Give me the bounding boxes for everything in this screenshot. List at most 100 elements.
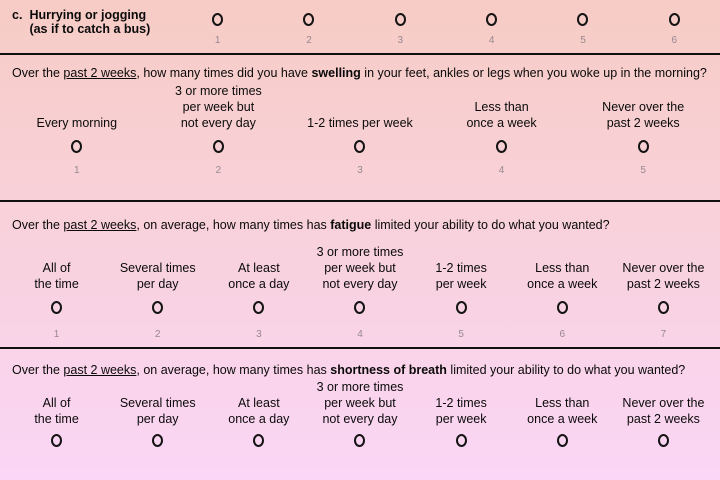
- question-text-pre: Over the: [12, 363, 64, 377]
- answer-option: Less than once a week 4: [431, 82, 573, 176]
- option-number: 5: [580, 35, 586, 46]
- answer-option: Never over the past 2 weeks 5: [572, 82, 714, 176]
- answer-scale-hurrying: 1 2 3 4 5 6: [172, 0, 720, 53]
- answer-circle[interactable]: [51, 434, 63, 447]
- answer-option: Never over the past 2 weeks 7: [613, 234, 714, 340]
- answer-circle[interactable]: [212, 140, 224, 153]
- option-number: 2: [215, 165, 222, 176]
- option-label: Never over the past 2 weeks: [622, 261, 705, 291]
- answer-circle[interactable]: [657, 301, 669, 314]
- answer-circle[interactable]: [637, 140, 649, 153]
- question-text-underlined: past 2 weeks: [63, 66, 137, 80]
- answer-option: 5: [537, 0, 628, 53]
- option-label: Every morning: [36, 116, 118, 130]
- answer-circle[interactable]: [354, 434, 366, 447]
- answer-circle[interactable]: [71, 140, 83, 153]
- answer-option: Several times per day 2: [107, 234, 208, 340]
- answer-option: At least once a day 3: [208, 234, 309, 340]
- answer-circle[interactable]: [556, 434, 568, 447]
- question-text-keyword: shortness of breath: [330, 363, 447, 377]
- question-text-mid: , on average, how many times has: [136, 218, 331, 232]
- answer-option: 2: [263, 0, 354, 53]
- option-number: 6: [671, 35, 678, 46]
- question-text-post: in your feet, ankles or legs when you wo…: [360, 66, 707, 80]
- question-text-keyword: fatigue: [330, 218, 372, 232]
- question-fatigue: Over the past 2 weeks, on average, how m…: [0, 202, 720, 349]
- item-c-text-line1: Hurrying or jogging: [29, 8, 147, 22]
- question-swelling: Over the past 2 weeks, how many times di…: [0, 55, 720, 202]
- answer-option: 3 or more times per week but not every day…: [148, 82, 290, 176]
- answer-circle[interactable]: [212, 13, 224, 26]
- answer-circle[interactable]: [496, 140, 508, 153]
- answer-circle[interactable]: [303, 13, 315, 26]
- answer-option: Never over the past 2 weeks: [613, 379, 714, 447]
- answer-circle[interactable]: [152, 434, 164, 447]
- answer-circle[interactable]: [394, 13, 406, 26]
- option-label: Several times per day: [119, 396, 196, 426]
- option-number: 3: [397, 35, 404, 46]
- question-text: Over the past 2 weeks, on average, how m…: [0, 202, 720, 234]
- option-label: 3 or more times per week but not every day: [316, 380, 404, 426]
- option-number: 5: [640, 165, 646, 176]
- option-label: 3 or more times per week but not every day: [316, 245, 404, 291]
- option-label: 1-2 times per week: [307, 116, 413, 130]
- question-text-pre: Over the: [12, 66, 64, 80]
- option-label: All of the time: [34, 261, 79, 291]
- option-label: Less than once a week: [527, 261, 598, 291]
- answer-circle[interactable]: [152, 301, 164, 314]
- answer-option: 3 or more times per week but not every day: [309, 379, 410, 447]
- option-label: All of the time: [34, 396, 79, 426]
- question-text-mid: , how many times did you have: [136, 66, 312, 80]
- answer-option: At least once a day: [208, 379, 309, 447]
- option-number: 1: [214, 35, 221, 46]
- answer-circle[interactable]: [354, 301, 366, 314]
- answer-circle[interactable]: [657, 434, 669, 447]
- option-label: Several times per day: [119, 261, 196, 291]
- answer-circle[interactable]: [253, 301, 265, 314]
- answer-option: All of the time: [6, 379, 107, 447]
- question-text-mid: , on average, how many times has: [136, 363, 331, 377]
- answer-circle[interactable]: [556, 301, 568, 314]
- answer-scale-shortness-of-breath: All of the time Several times per day At lea…: [0, 379, 720, 447]
- item-c-label: c. Hurrying or jogging (as if to catch a…: [0, 0, 172, 53]
- option-label: At least once a day: [228, 396, 290, 426]
- item-c-text: Hurrying or jogging (as if to catch a bu…: [29, 8, 150, 53]
- answer-option: Less than once a week: [512, 379, 613, 447]
- option-label: 1-2 times per week: [435, 396, 487, 426]
- option-number: 6: [559, 329, 566, 340]
- question-shortness-of-breath: Over the past 2 weeks, on average, how m…: [0, 349, 720, 474]
- answer-circle[interactable]: [486, 13, 498, 26]
- answer-circle[interactable]: [253, 434, 265, 447]
- option-number: 2: [154, 329, 161, 340]
- answer-circle[interactable]: [668, 13, 680, 26]
- answer-circle[interactable]: [455, 301, 467, 314]
- item-c-prefix: c.: [12, 8, 23, 22]
- question-text-pre: Over the: [12, 218, 64, 232]
- option-number: 5: [458, 329, 464, 340]
- question-text: Over the past 2 weeks, how many times di…: [0, 55, 720, 82]
- answer-circle[interactable]: [354, 140, 366, 153]
- answer-option: Less than once a week 6: [512, 234, 613, 340]
- option-label: At least once a day: [228, 261, 290, 291]
- option-number: 3: [256, 329, 262, 340]
- answer-option: 1-2 times per week: [411, 379, 512, 447]
- question-text: Over the past 2 weeks, on average, how m…: [0, 349, 720, 379]
- answer-option: 3: [355, 0, 446, 53]
- question-text-underlined: past 2 weeks: [63, 218, 137, 232]
- question-row-hurrying: c. Hurrying or jogging (as if to catch a…: [0, 0, 720, 55]
- option-label: Never over the past 2 weeks: [622, 396, 705, 426]
- question-text-post: limited your ability to do what you want…: [446, 363, 686, 377]
- answer-option: 4: [446, 0, 537, 53]
- answer-circle[interactable]: [455, 434, 467, 447]
- answer-option: 6: [629, 0, 720, 53]
- option-label: 1-2 times per week: [435, 261, 487, 291]
- option-number: 2: [306, 35, 312, 46]
- question-text-underlined: past 2 weeks: [63, 363, 137, 377]
- answer-circle[interactable]: [577, 13, 589, 26]
- answer-circle[interactable]: [51, 301, 63, 314]
- option-label: Less than once a week: [466, 100, 537, 130]
- answer-option: Several times per day: [107, 379, 208, 447]
- answer-option: 1-2 times per week 5: [411, 234, 512, 340]
- answer-option: 3 or more times per week but not every day…: [309, 234, 410, 340]
